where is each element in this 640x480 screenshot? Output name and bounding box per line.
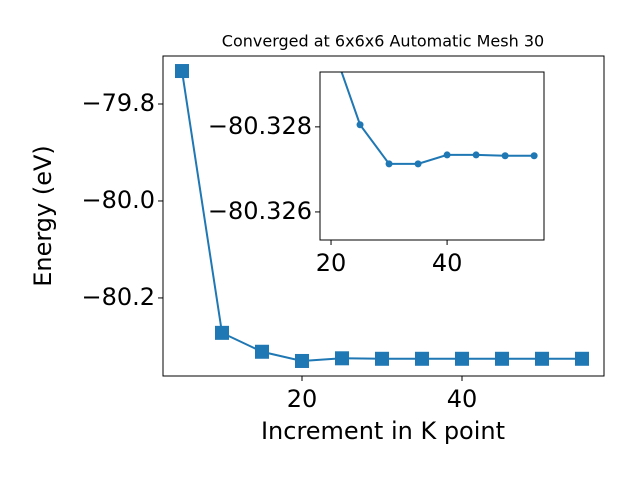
data-line bbox=[340, 72, 535, 165]
data-point bbox=[356, 121, 364, 129]
y-tick-label: −80.328 bbox=[208, 112, 312, 140]
x-tick-label: 20 bbox=[287, 385, 318, 413]
data-point bbox=[255, 344, 269, 359]
data-point bbox=[530, 152, 538, 160]
data-point bbox=[414, 160, 422, 168]
data-point bbox=[335, 351, 349, 366]
data-point bbox=[501, 152, 509, 160]
data-point bbox=[385, 160, 393, 168]
data-point bbox=[455, 351, 469, 366]
data-point bbox=[495, 351, 509, 366]
data-point bbox=[415, 351, 429, 366]
x-tick-label: 40 bbox=[447, 385, 478, 413]
y-axis-label: Energy (eV) bbox=[29, 145, 57, 287]
x-tick-label: 40 bbox=[432, 249, 463, 277]
y-tick-label: −80.326 bbox=[208, 197, 312, 225]
y-tick-label: −79.8 bbox=[81, 89, 155, 117]
y-tick-label: −80.0 bbox=[81, 186, 155, 214]
axes-frame bbox=[319, 71, 545, 241]
axes-frame bbox=[162, 55, 605, 377]
data-point bbox=[443, 151, 451, 159]
chart-title: Converged at 6x6x6 Automatic Mesh 30 bbox=[222, 32, 544, 51]
data-point bbox=[472, 151, 480, 159]
x-axis-label: Increment in K point bbox=[261, 417, 505, 445]
data-point bbox=[295, 353, 309, 368]
data-point bbox=[575, 351, 589, 366]
data-point bbox=[215, 325, 229, 340]
data-point bbox=[375, 351, 389, 366]
plot-area bbox=[340, 72, 538, 168]
data-point bbox=[175, 64, 189, 79]
plot-area bbox=[175, 64, 589, 368]
y-tick-label: −80.2 bbox=[81, 283, 155, 311]
x-tick-label: 20 bbox=[316, 249, 347, 277]
data-point bbox=[535, 351, 549, 366]
